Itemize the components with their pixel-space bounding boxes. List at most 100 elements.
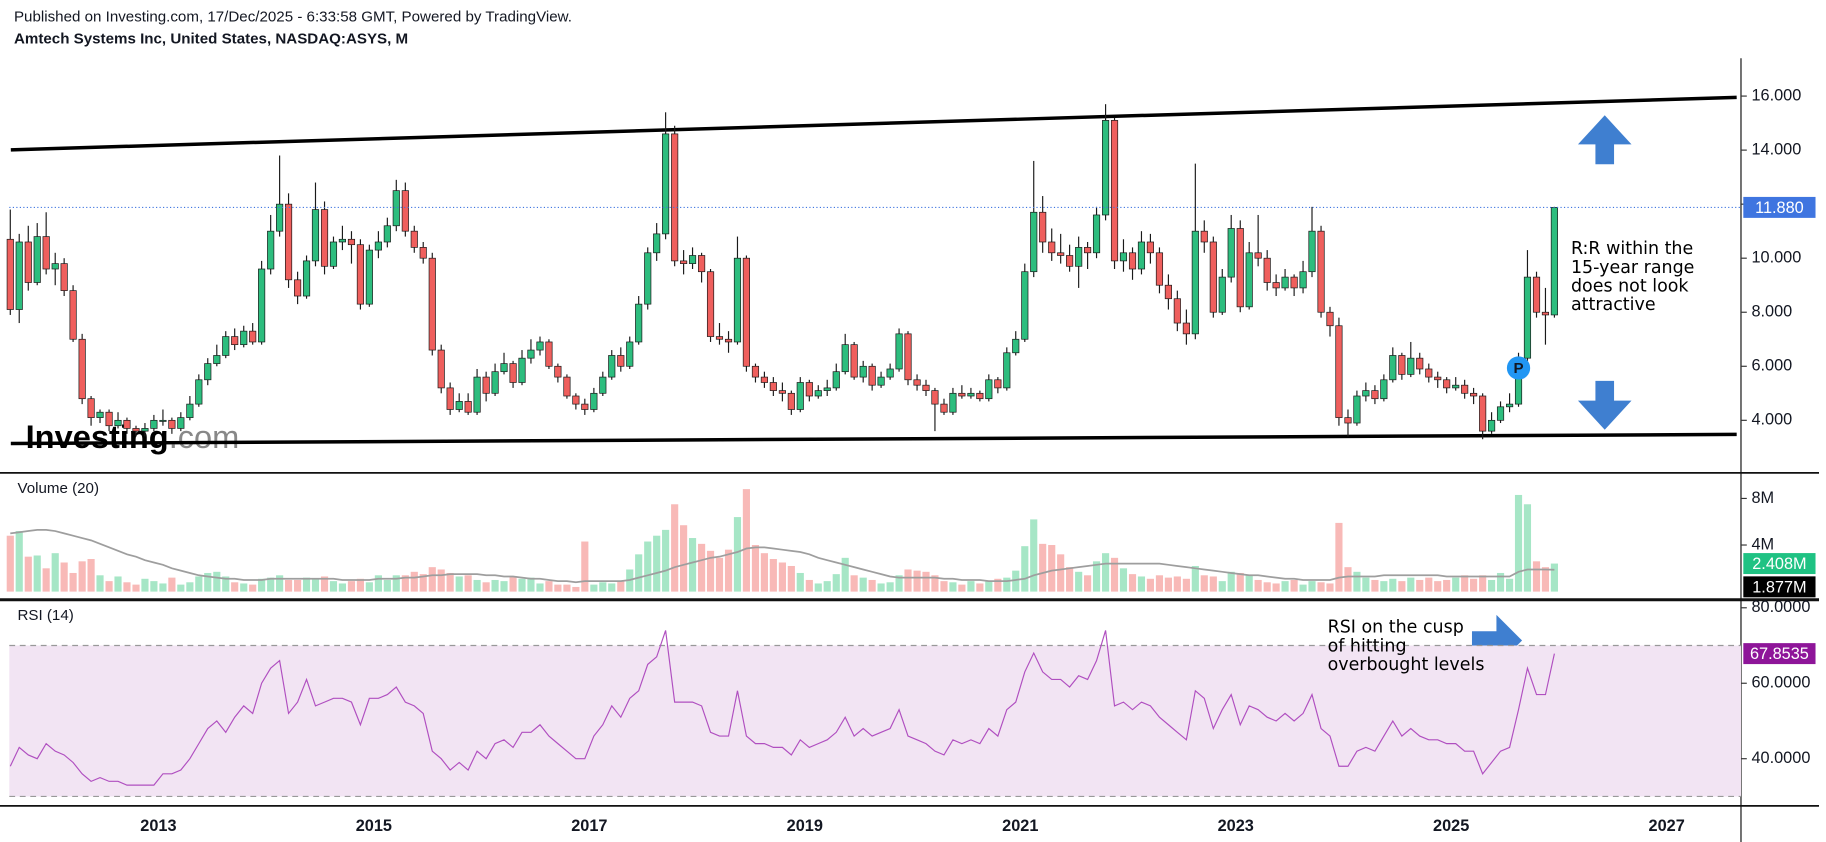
volume-bar xyxy=(518,578,526,592)
volume-bar xyxy=(15,531,23,592)
candle-body xyxy=(1532,276,1541,313)
candle-body xyxy=(949,392,957,413)
marker-label: P xyxy=(1513,360,1523,377)
x-tick-label: 2019 xyxy=(787,817,823,835)
candle-body xyxy=(1308,230,1316,273)
candle-body xyxy=(222,336,230,356)
volume-bar xyxy=(320,576,329,592)
marker-badge xyxy=(1506,356,1531,380)
candle-body xyxy=(1452,384,1460,389)
candle-body xyxy=(1389,355,1397,381)
volume-bar xyxy=(859,577,867,592)
candle-body xyxy=(859,365,867,378)
annotation: attractive xyxy=(1571,295,1656,315)
watermark: Investing.com xyxy=(26,418,240,455)
candle-body xyxy=(608,355,616,378)
y-tick-label: 8M xyxy=(1751,489,1774,507)
volume-bar xyxy=(294,579,302,592)
y-tick-label: 8.000 xyxy=(1751,303,1792,321)
candle-body xyxy=(581,403,589,410)
candle-body xyxy=(1227,228,1235,278)
candle-body xyxy=(1173,298,1181,324)
candle-body xyxy=(653,233,661,254)
candle-body xyxy=(1416,357,1424,370)
volume-bar xyxy=(491,579,499,592)
volume-label: 2.408M xyxy=(1752,555,1806,573)
candle-body xyxy=(994,379,1002,389)
volume-bar xyxy=(814,583,822,592)
volume-bar xyxy=(60,562,68,592)
candle-body xyxy=(1344,417,1352,424)
volume-bar xyxy=(796,572,804,592)
candle-body xyxy=(617,355,625,367)
volume-bar xyxy=(1434,581,1442,592)
volume-bar xyxy=(347,581,356,592)
volume-bar xyxy=(904,569,912,592)
candle-body xyxy=(1272,282,1280,289)
volume-bar xyxy=(1496,572,1505,592)
candle-body xyxy=(1102,120,1110,216)
x-tick-label: 2023 xyxy=(1218,817,1254,835)
volume-bar xyxy=(87,558,95,592)
candle-body xyxy=(563,376,571,397)
volume-bar xyxy=(1146,578,1154,592)
volume-bar xyxy=(33,555,41,592)
candle-body xyxy=(446,387,454,410)
candle-body xyxy=(1299,271,1307,289)
volume-bar xyxy=(554,584,562,592)
volume-bar xyxy=(1452,577,1460,592)
volume-bar xyxy=(1003,577,1011,592)
rsi-label-box xyxy=(1743,643,1816,665)
candle-body xyxy=(15,241,23,310)
rsi-title: RSI (14) xyxy=(17,607,73,624)
candle-body xyxy=(1218,276,1226,313)
candle-body xyxy=(1443,379,1451,389)
candle-body xyxy=(787,392,795,410)
candle-body xyxy=(356,244,364,305)
candle-body xyxy=(6,238,14,310)
volume-bar xyxy=(715,557,724,592)
volume-bar xyxy=(464,575,472,592)
volume-bar xyxy=(1182,578,1190,592)
candle-body xyxy=(1541,311,1550,316)
volume-bar xyxy=(410,571,418,592)
annotation: does not look xyxy=(1571,276,1689,296)
volume-bar xyxy=(500,581,508,592)
volume-bar xyxy=(1164,577,1172,592)
candle-body xyxy=(42,236,50,270)
y-tick-label: 4.000 xyxy=(1751,411,1792,429)
candle-body xyxy=(841,344,849,373)
annotation: 15-year range xyxy=(1571,258,1694,278)
candle-body xyxy=(976,392,984,400)
volume-bar xyxy=(1389,578,1397,592)
volume-bar xyxy=(527,577,535,592)
candle-body xyxy=(1155,252,1164,286)
candle-body xyxy=(688,255,697,264)
volume-bar xyxy=(284,579,293,592)
volume-bar xyxy=(1461,575,1469,592)
candle-body xyxy=(877,376,885,386)
candle-body xyxy=(1326,311,1334,327)
volume-bar xyxy=(940,581,948,592)
candle-body xyxy=(464,401,472,413)
candle-body xyxy=(482,376,490,394)
candle-body xyxy=(1209,241,1217,313)
volume-bar xyxy=(617,581,625,592)
volume-bar xyxy=(823,581,831,592)
candle-body xyxy=(769,382,777,391)
volume-bar xyxy=(886,582,894,592)
volume-bar xyxy=(1110,557,1119,592)
volume-bar xyxy=(832,574,840,592)
rsi-band xyxy=(9,645,1741,797)
last-price-label-box xyxy=(1743,196,1816,218)
volume-bar xyxy=(1407,577,1415,592)
volume-bar xyxy=(338,583,346,592)
x-tick-label: 2013 xyxy=(140,817,176,835)
candle-body xyxy=(733,257,742,343)
volume-bar xyxy=(662,529,670,592)
volume-bar xyxy=(958,584,966,592)
volume-bar xyxy=(590,584,598,592)
volume-bar xyxy=(473,579,481,592)
candle-body xyxy=(150,419,158,429)
volume-bar xyxy=(141,578,149,592)
